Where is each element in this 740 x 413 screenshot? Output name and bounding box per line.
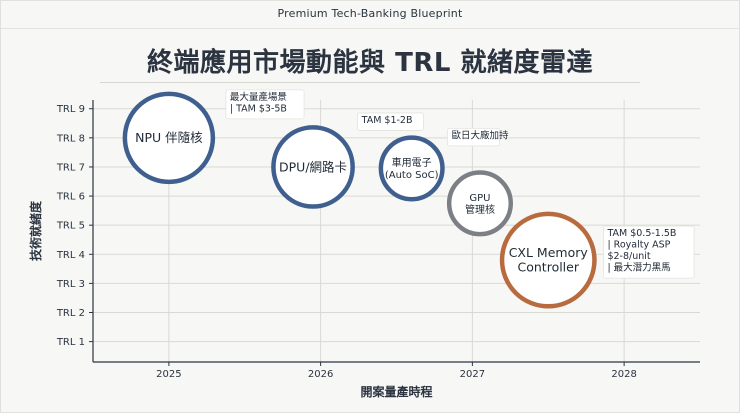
annotation-layer: 最大量產場景| TAM $3-5B TAM $1-2B 歐日大廠加持 TAM $0.5…	[225, 89, 695, 279]
y-axis-title: 技術就緒度	[28, 200, 43, 261]
header-title: Premium Tech-Banking Blueprint	[277, 7, 463, 20]
y-tick-label: TRL 4	[56, 250, 85, 261]
x-axis-title: 開案量產時程	[360, 384, 432, 399]
y-tick-label: TRL 8	[56, 133, 85, 144]
annotation-text: 最大量產場景	[230, 91, 287, 103]
y-tick-label: TRL 7	[56, 162, 85, 173]
bubble-point	[122, 91, 216, 185]
bubble-label: GPU	[469, 193, 490, 204]
bubble-point	[446, 170, 514, 237]
bubble-label: 車用電子	[392, 156, 432, 169]
annotation-text: TAM $0.5-1.5B	[606, 228, 676, 239]
annotation-text: $2-8/unit	[607, 251, 650, 262]
x-tick-label: 2027	[460, 369, 485, 380]
annotation-text: | 最大潛力黑馬	[607, 262, 670, 274]
annotation-text: | TAM $3-5B	[230, 103, 287, 114]
y-tick-label: TRL 6	[56, 192, 85, 203]
annotation-text: TAM $1-2B	[361, 115, 413, 126]
title-divider	[100, 82, 640, 83]
annotation-box	[603, 225, 695, 279]
axis-layer: TRL 1 TRL 2 TRL 3 TRL 4 TRL 5 TRL 6 TRL 7 TRL 8…	[56, 100, 700, 380]
x-tick-label: 2028	[611, 369, 636, 380]
annotation-box	[225, 89, 305, 120]
y-tick-label: TRL 5	[56, 221, 85, 232]
bubble-point	[271, 125, 355, 209]
y-tick-label: TRL 2	[56, 308, 85, 319]
annotation-box	[357, 112, 424, 131]
x-tick-label: 2026	[308, 369, 333, 380]
bubble-label: 管理核	[465, 203, 495, 216]
annotation-text: 歐日大廠加持	[451, 129, 509, 141]
bubble-label: DPU/網路卡	[279, 159, 347, 174]
chart-title: 終端應用市場動能與 TRL 就緒度雷達	[147, 48, 593, 78]
x-tick-label: 2025	[156, 369, 181, 380]
header-bar: Premium Tech-Banking Blueprint	[0, 0, 740, 29]
bubble-label: (Auto SoC)	[385, 170, 439, 181]
bubble-label: CXL Memory	[509, 245, 589, 260]
y-tick-label: TRL 3	[56, 279, 85, 290]
y-tick-label: TRL 1	[56, 337, 85, 348]
bubble-label: NPU 伴隨核	[135, 130, 203, 145]
bubble-point	[378, 135, 445, 202]
bubble-point	[499, 211, 597, 309]
bubble-label: Controller	[518, 260, 580, 275]
y-tick-label: TRL 9	[56, 104, 85, 115]
annotation-text: | Royalty ASP	[607, 240, 670, 251]
annotation-box	[447, 128, 500, 147]
